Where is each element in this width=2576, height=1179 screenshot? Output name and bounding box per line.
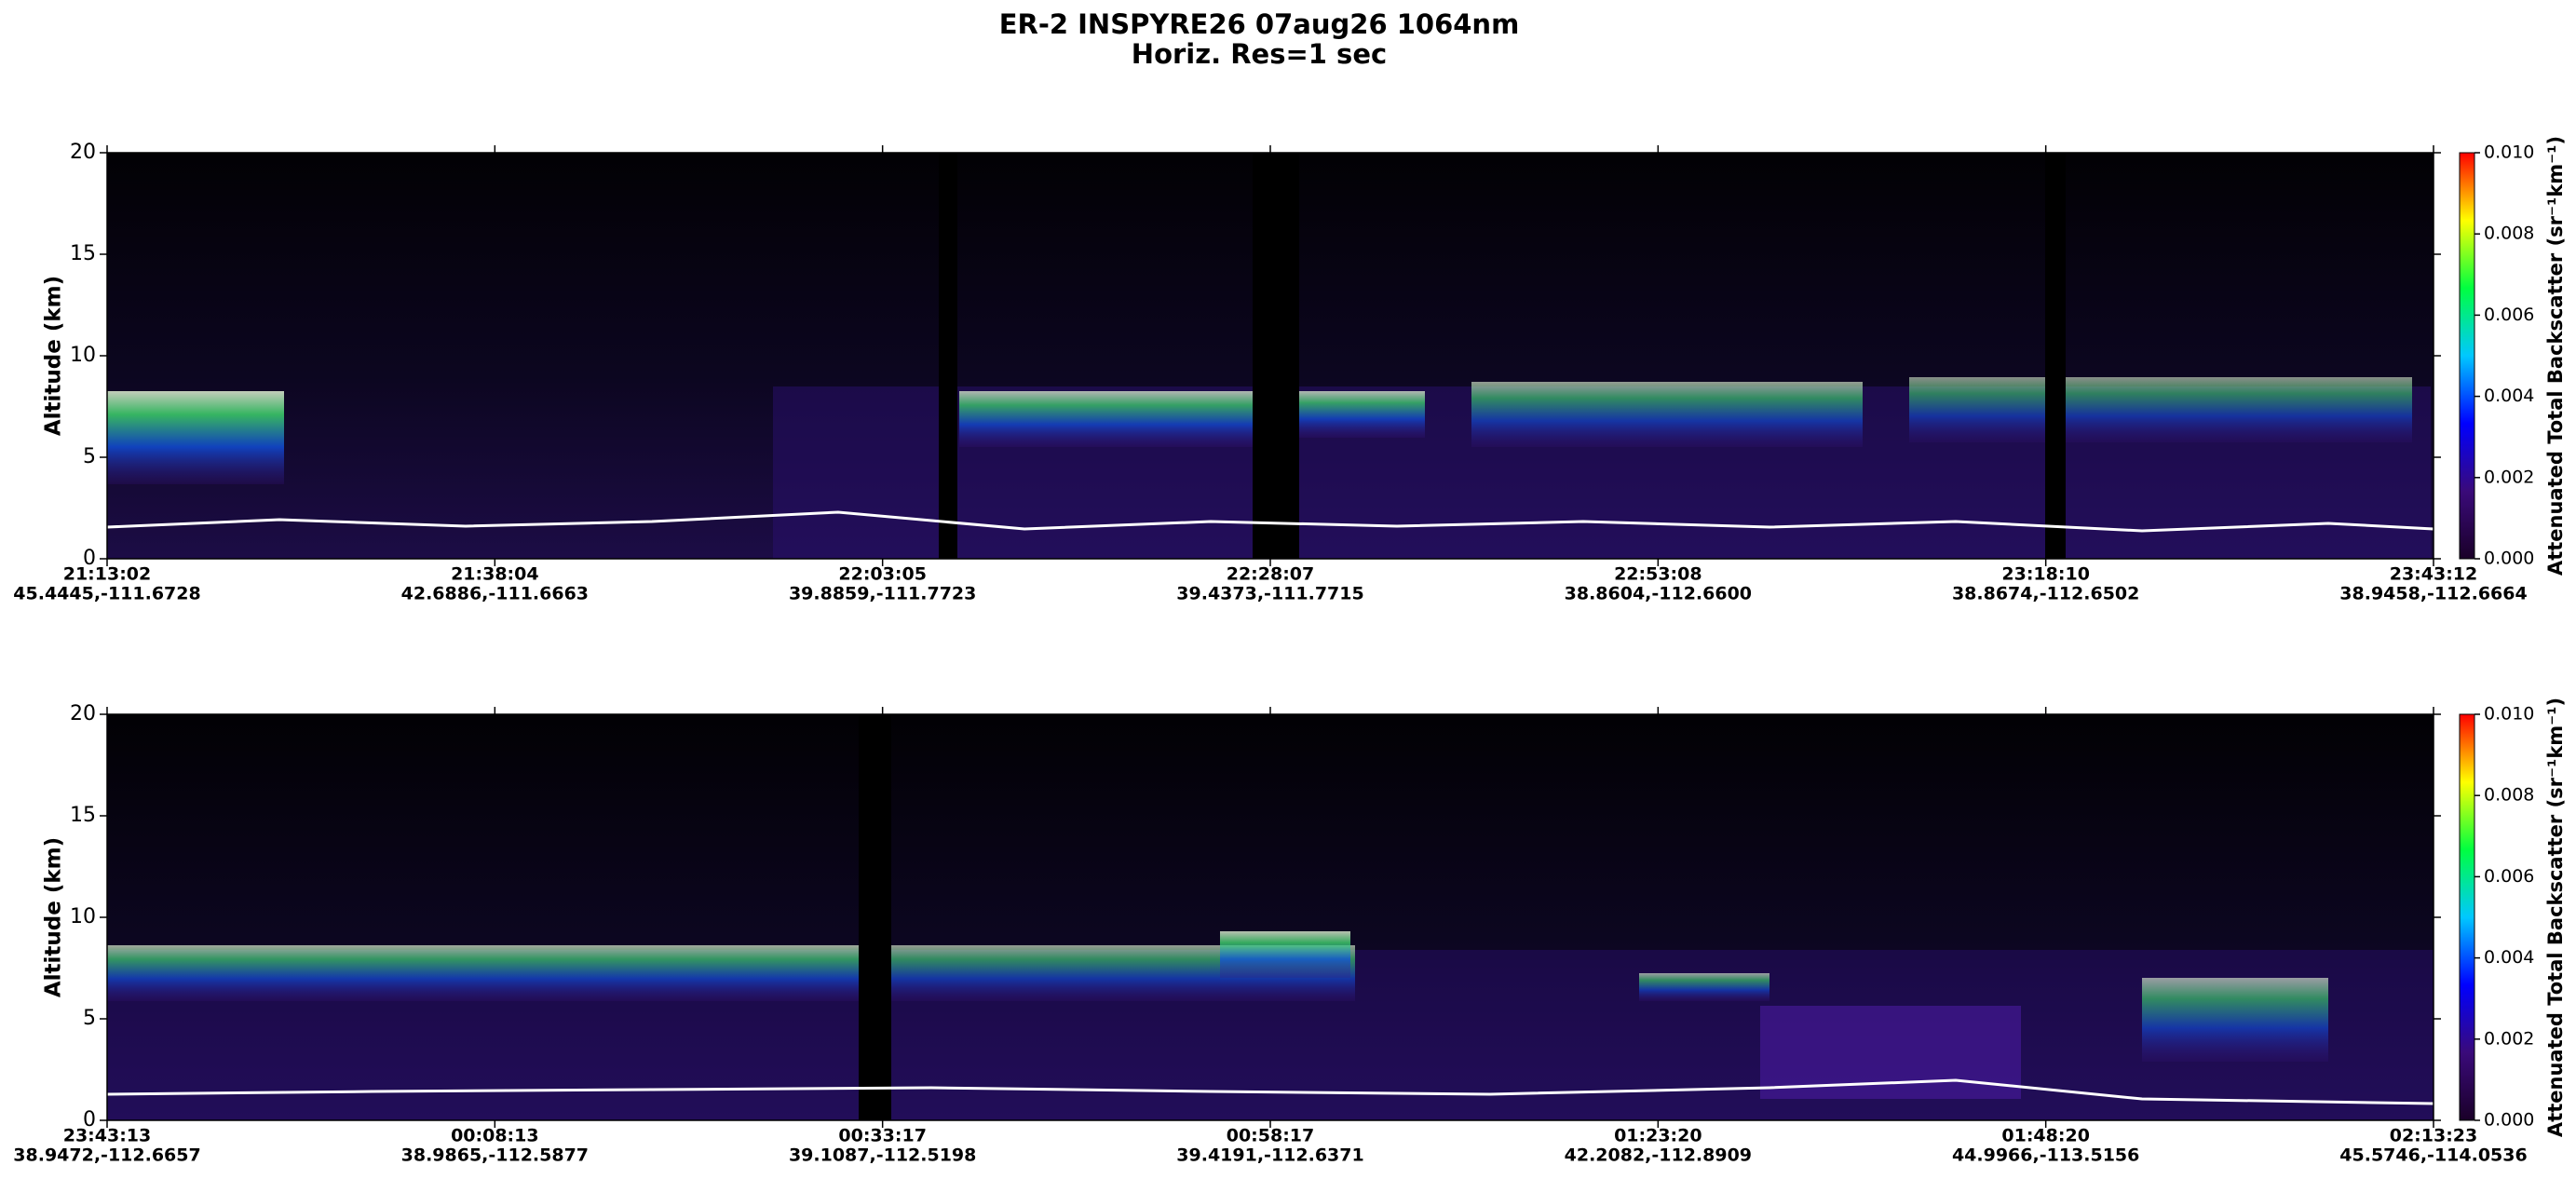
x-coordinate-label: 38.8604,-112.6600 [1565, 584, 1752, 604]
colorbar-tick-label: 0.002 [2484, 1028, 2534, 1049]
colorbar-tick-label: 0.000 [2484, 549, 2534, 569]
y-tick-label: 0 [83, 1108, 96, 1132]
x-coordinate-label: 45.5746,-114.0536 [2339, 1145, 2527, 1166]
x-coordinate-label: 44.9966,-113.5156 [1952, 1145, 2139, 1166]
x-coordinate-label: 38.9458,-112.6664 [2339, 584, 2527, 604]
x-coordinate-label: 42.2082,-112.8909 [1565, 1145, 1752, 1166]
y-tick-label: 5 [83, 445, 96, 468]
x-coordinate-label: 38.9472,-112.6657 [13, 1145, 200, 1166]
colorbar-tick-label: 0.004 [2484, 386, 2534, 406]
x-tick-label: 22:03:05 [838, 564, 927, 585]
y-tick-label: 20 [70, 141, 96, 164]
colorbar-label: Attenuated Total Backscatter (sr⁻¹km⁻¹) [2544, 136, 2567, 576]
x-tick-label: 22:28:07 [1227, 564, 1315, 585]
x-tick-label: 21:38:04 [451, 564, 539, 585]
x-tick-label: 00:58:17 [1227, 1126, 1315, 1146]
colorbar-tick-label: 0.010 [2484, 704, 2534, 725]
x-tick-label: 00:33:17 [838, 1126, 927, 1146]
chart-title: ER-2 INSPYRE26 07aug26 1064nm [999, 8, 1520, 40]
colorbar-label: Attenuated Total Backscatter (sr⁻¹km⁻¹) [2544, 698, 2567, 1137]
colorbar-tick-label: 0.006 [2484, 305, 2534, 325]
colorbar-tick-label: 0.002 [2484, 467, 2534, 487]
x-coordinate-label: 39.1087,-112.5198 [789, 1145, 976, 1166]
x-tick-label: 21:13:02 [63, 564, 152, 585]
y-axis-label: Altitude (km) [42, 276, 66, 436]
y-tick-label: 15 [70, 242, 96, 265]
curtain [106, 714, 2434, 1120]
x-coordinate-label: 45.4445,-111.6728 [13, 584, 200, 604]
x-tick-label: 00:08:13 [451, 1126, 539, 1146]
colorbar-tick-label: 0.008 [2484, 224, 2534, 244]
x-tick-label: 23:18:10 [2001, 564, 2090, 585]
x-coordinate-label: 38.8674,-112.6502 [1952, 584, 2139, 604]
x-coordinate-label: 39.4191,-112.6371 [1176, 1145, 1363, 1166]
y-axis-label: Altitude (km) [42, 837, 66, 997]
y-tick-label: 20 [70, 702, 96, 725]
y-tick-label: 15 [70, 804, 96, 827]
colorbar [2459, 152, 2475, 560]
y-tick-label: 10 [70, 344, 96, 367]
colorbar-tick-label: 0.010 [2484, 142, 2534, 163]
x-tick-label: 22:53:08 [1614, 564, 1702, 585]
colorbar [2459, 713, 2475, 1121]
colorbar-tick-label: 0.006 [2484, 866, 2534, 887]
x-coordinate-label: 42.6886,-111.6663 [401, 584, 589, 604]
x-tick-label: 23:43:13 [63, 1126, 152, 1146]
x-tick-label: 23:43:12 [2390, 564, 2478, 585]
colorbar-tick-label: 0.000 [2484, 1110, 2534, 1131]
colorbar-tick-label: 0.008 [2484, 785, 2534, 806]
x-tick-label: 01:48:20 [2001, 1126, 2090, 1146]
chart-subtitle: Horiz. Res=1 sec [1132, 38, 1387, 70]
x-coordinate-label: 38.9865,-112.5877 [401, 1145, 589, 1166]
y-tick-label: 0 [83, 547, 96, 570]
x-coordinate-label: 39.4373,-111.7715 [1176, 584, 1363, 604]
y-tick-label: 5 [83, 1007, 96, 1030]
y-tick-label: 10 [70, 905, 96, 928]
colorbar-tick-label: 0.004 [2484, 947, 2534, 968]
x-tick-label: 02:13:23 [2390, 1126, 2478, 1146]
x-coordinate-label: 39.8859,-111.7723 [789, 584, 976, 604]
x-tick-label: 01:23:20 [1614, 1126, 1702, 1146]
curtain [106, 153, 2434, 559]
